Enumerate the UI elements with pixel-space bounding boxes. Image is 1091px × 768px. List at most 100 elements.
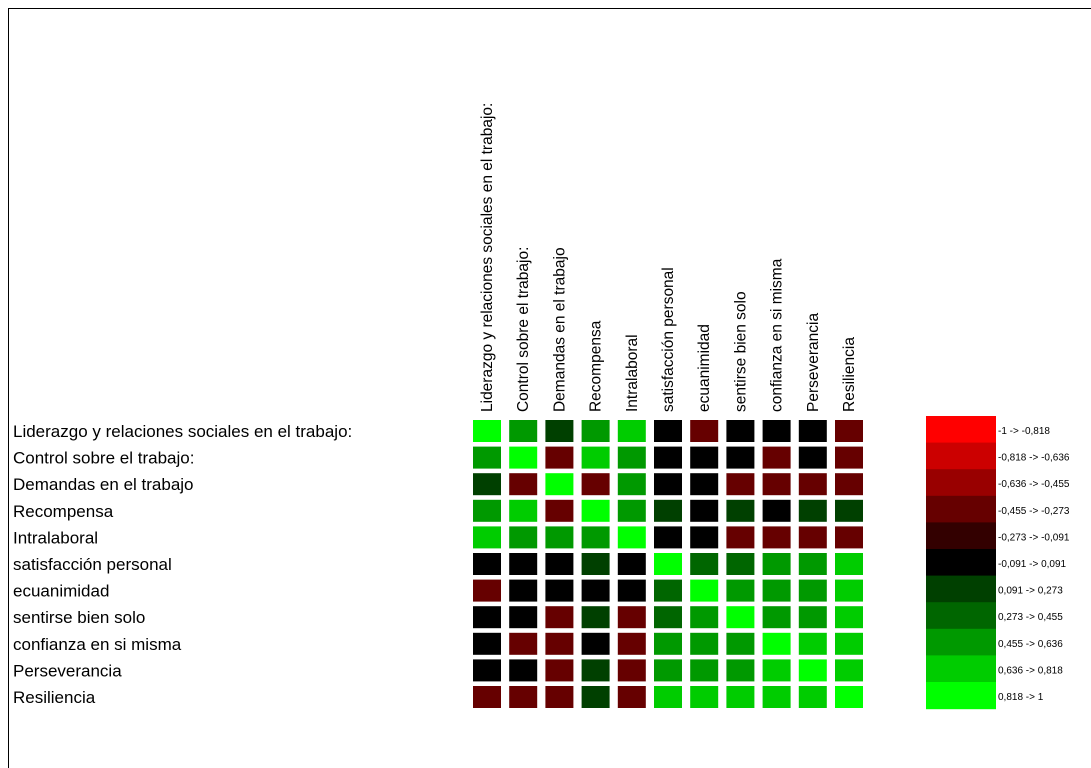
- heatmap-cell: [726, 526, 755, 549]
- legend-swatch: [926, 549, 996, 577]
- heatmap-cell: [545, 446, 574, 469]
- heatmap-cell: [726, 659, 755, 682]
- column-label: Resiliencia: [841, 337, 858, 412]
- heatmap-cell: [762, 659, 791, 682]
- heatmap-cell: [726, 686, 755, 708]
- heatmap-cell: [581, 606, 610, 629]
- column-label: Liderazgo y relaciones sociales en el tr…: [479, 103, 496, 412]
- legend-label: 0,455 -> 0,636: [998, 639, 1063, 650]
- heatmap-cell: [509, 499, 538, 522]
- heatmap-cell: [798, 553, 827, 575]
- heatmap-cell: [617, 499, 646, 522]
- heatmap-cell: [835, 659, 863, 682]
- row-label: Resiliencia: [13, 688, 96, 707]
- row-label: Intralaboral: [13, 528, 98, 547]
- heatmap-cell: [726, 553, 755, 575]
- chart-frame: [8, 8, 1091, 768]
- legend-swatch: [926, 442, 996, 470]
- heatmap-cell: [798, 579, 827, 602]
- column-label: ecuanimidad: [696, 324, 713, 412]
- heatmap-cell: [726, 473, 755, 496]
- heatmap-cell: [798, 499, 827, 522]
- legend-label: -0,818 -> -0,636: [998, 453, 1070, 464]
- column-label: sentirse bien solo: [732, 291, 749, 412]
- column-label: Demandas en el trabajo: [551, 247, 568, 412]
- heatmap-cell: [654, 420, 682, 442]
- heatmap-cell: [798, 473, 827, 496]
- legend-label: -0,091 -> 0,091: [998, 559, 1067, 570]
- legend-swatch: [926, 628, 996, 656]
- heatmap-cell: [509, 446, 538, 469]
- heatmap-cell: [798, 420, 827, 442]
- heatmap-cell: [581, 473, 610, 496]
- heatmap-cell: [762, 606, 791, 629]
- heatmap-cell: [581, 499, 610, 522]
- heatmap-cell: [726, 606, 755, 629]
- column-label: satisfacción personal: [660, 267, 677, 412]
- heatmap-cell: [581, 420, 610, 442]
- heatmap-cell: [690, 420, 719, 442]
- heatmap-cell: [654, 632, 682, 655]
- heatmap-cell: [835, 446, 863, 469]
- heatmap-cell: [690, 632, 719, 655]
- heatmap-cell: [654, 686, 682, 708]
- column-label: Perseverancia: [805, 313, 822, 412]
- heatmap-cell: [762, 420, 791, 442]
- heatmap-cell: [509, 526, 538, 549]
- heatmap-cell: [762, 632, 791, 655]
- legend-swatch: [926, 682, 996, 710]
- heatmap-cell: [762, 499, 791, 522]
- heatmap-cell: [617, 446, 646, 469]
- legend-swatch: [926, 602, 996, 630]
- heatmap-cell: [798, 526, 827, 549]
- column-label: Intralaboral: [624, 334, 641, 412]
- heatmap-cell: [473, 553, 501, 575]
- heatmap-cell: [617, 659, 646, 682]
- heatmap-cell: [835, 606, 863, 629]
- column-label: Recompensa: [588, 320, 605, 412]
- heatmap-cell: [654, 499, 682, 522]
- heatmap-cell: [762, 526, 791, 549]
- legend-label: 0,091 -> 0,273: [998, 586, 1063, 597]
- correlation-heatmap: Liderazgo y relaciones sociales en el tr…: [13, 103, 1070, 710]
- heatmap-cell: [473, 420, 501, 442]
- heatmap-cell: [726, 632, 755, 655]
- heatmap-cell: [509, 420, 538, 442]
- heatmap-cell: [726, 446, 755, 469]
- heatmap-cell: [835, 553, 863, 575]
- legend-label: 0,818 -> 1: [998, 692, 1044, 703]
- heatmap-cell: [473, 499, 501, 522]
- heatmap-cell: [835, 499, 863, 522]
- heatmap-cell: [509, 553, 538, 575]
- legend-swatch: [926, 416, 996, 444]
- heatmap-cell: [835, 686, 863, 708]
- heatmap-cell: [654, 446, 682, 469]
- column-label: Control sobre el trabajo:: [515, 247, 532, 412]
- heatmap-cell: [581, 446, 610, 469]
- heatmap-cell: [581, 579, 610, 602]
- heatmap-cell: [545, 553, 574, 575]
- heatmap-cell: [690, 473, 719, 496]
- heatmap-cell: [473, 526, 501, 549]
- heatmap-cell: [581, 659, 610, 682]
- heatmap-cell: [581, 632, 610, 655]
- legend-label: -1 -> -0,818: [998, 426, 1050, 437]
- heatmap-cells: [473, 420, 863, 708]
- heatmap-cell: [581, 526, 610, 549]
- legend-label: 0,636 -> 0,818: [998, 665, 1063, 676]
- heatmap-cell: [690, 606, 719, 629]
- heatmap-cell: [617, 686, 646, 708]
- row-label: Perseverancia: [13, 661, 122, 680]
- heatmap-cell: [690, 499, 719, 522]
- heatmap-cell: [654, 659, 682, 682]
- heatmap-cell: [835, 526, 863, 549]
- heatmap-cell: [654, 606, 682, 629]
- heatmap-cell: [617, 473, 646, 496]
- legend-swatch: [926, 522, 996, 550]
- heatmap-cell: [545, 659, 574, 682]
- legend-swatch: [926, 469, 996, 497]
- heatmap-cell: [509, 606, 538, 629]
- heatmap-cell: [545, 686, 574, 708]
- row-labels: Liderazgo y relaciones sociales en el tr…: [13, 422, 352, 707]
- legend-label: -0,636 -> -0,455: [998, 479, 1070, 490]
